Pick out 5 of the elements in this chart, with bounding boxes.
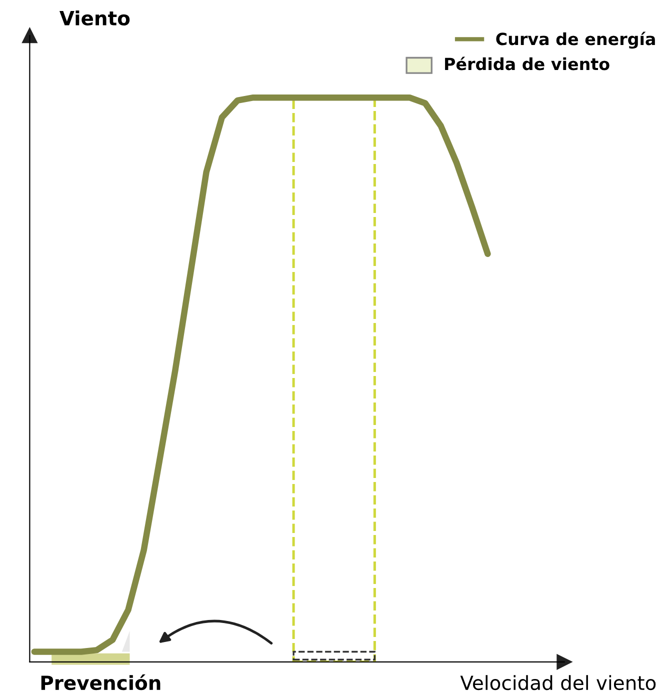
text: Pérdida de viento	[445, 56, 610, 70]
legend-label: Curva de energía	[496, 32, 655, 49]
y-axis-title: Viento	[59, 10, 130, 26]
x-axis-title: Velocidad del viento	[460, 675, 656, 690]
text: Prevención	[41, 674, 160, 690]
